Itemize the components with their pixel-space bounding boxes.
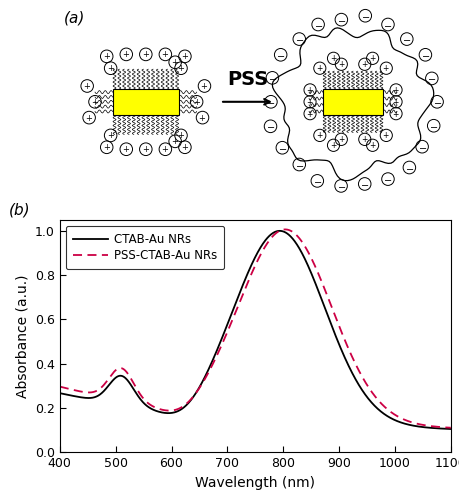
Text: $+$: $+$ xyxy=(392,97,399,107)
Text: $+$: $+$ xyxy=(360,134,368,144)
Text: $+$: $+$ xyxy=(382,130,389,140)
Text: $+$: $+$ xyxy=(180,51,189,61)
Text: $+$: $+$ xyxy=(315,130,323,140)
Text: $-$: $-$ xyxy=(417,142,426,152)
Text: $-$: $-$ xyxy=(336,14,345,25)
CTAB-Au NRs xyxy=(325,315,331,321)
CTAB-Au NRs xyxy=(57,390,62,396)
Text: $+$: $+$ xyxy=(141,49,150,59)
Text: $-$: $-$ xyxy=(265,121,274,131)
CTAB-Au NRs xyxy=(369,400,374,406)
Text: $+$: $+$ xyxy=(122,144,130,154)
Text: $+$: $+$ xyxy=(161,49,169,59)
Text: $+$: $+$ xyxy=(102,51,111,61)
Text: $+$: $+$ xyxy=(177,130,185,140)
Text: $-$: $-$ xyxy=(275,50,285,60)
Text: $+$: $+$ xyxy=(171,136,179,146)
Text: $-$: $-$ xyxy=(294,34,303,44)
Text: $+$: $+$ xyxy=(85,113,93,123)
Text: $+$: $+$ xyxy=(83,81,91,91)
PSS-CTAB-Au NRs xyxy=(229,318,234,324)
PSS-CTAB-Au NRs xyxy=(447,425,453,431)
PSS-CTAB-Au NRs xyxy=(57,384,62,390)
Text: (a): (a) xyxy=(63,11,85,26)
Text: $+$: $+$ xyxy=(102,142,111,152)
CTAB-Au NRs xyxy=(215,345,220,351)
Line: CTAB-Au NRs: CTAB-Au NRs xyxy=(60,231,450,429)
CTAB-Au NRs xyxy=(447,426,453,432)
Text: $+$: $+$ xyxy=(141,144,150,154)
Text: $+$: $+$ xyxy=(329,53,336,63)
Text: $-$: $-$ xyxy=(267,73,276,83)
PSS-CTAB-Au NRs xyxy=(97,386,102,392)
Text: $+$: $+$ xyxy=(382,63,389,73)
Text: $-$: $-$ xyxy=(294,160,303,169)
Text: $+$: $+$ xyxy=(198,113,206,123)
Text: $-$: $-$ xyxy=(404,163,413,172)
Text: $+$: $+$ xyxy=(180,142,189,152)
Bar xyxy=(322,89,382,115)
Text: $+$: $+$ xyxy=(200,81,208,91)
Text: $-$: $-$ xyxy=(336,181,345,191)
Text: $+$: $+$ xyxy=(306,97,313,107)
CTAB-Au NRs xyxy=(97,392,102,398)
Text: $+$: $+$ xyxy=(337,134,344,144)
Text: PSS: PSS xyxy=(226,70,268,89)
Text: $+$: $+$ xyxy=(192,97,200,107)
Text: $+$: $+$ xyxy=(368,140,375,150)
CTAB-Au NRs xyxy=(229,310,234,316)
Text: (b): (b) xyxy=(9,202,31,218)
Text: $-$: $-$ xyxy=(266,97,275,107)
Text: $+$: $+$ xyxy=(392,85,399,95)
Text: $+$: $+$ xyxy=(106,130,114,140)
Text: $+$: $+$ xyxy=(392,109,399,119)
Text: $-$: $-$ xyxy=(360,11,369,21)
Text: $+$: $+$ xyxy=(306,85,313,95)
Text: $-$: $-$ xyxy=(420,50,429,60)
Bar xyxy=(112,89,179,115)
CTAB-Au NRs xyxy=(276,228,282,234)
Text: $-$: $-$ xyxy=(359,179,369,189)
Text: $+$: $+$ xyxy=(368,53,375,63)
Text: $+$: $+$ xyxy=(337,59,344,69)
Text: $-$: $-$ xyxy=(382,19,392,29)
PSS-CTAB-Au NRs xyxy=(282,227,287,233)
Text: $-$: $-$ xyxy=(382,174,392,184)
Text: $-$: $-$ xyxy=(426,74,436,83)
Text: $-$: $-$ xyxy=(431,97,441,107)
Text: $-$: $-$ xyxy=(401,34,410,44)
X-axis label: Wavelength (nm): Wavelength (nm) xyxy=(195,476,314,490)
PSS-CTAB-Au NRs xyxy=(369,390,374,396)
Text: $-$: $-$ xyxy=(313,19,322,29)
Text: $-$: $-$ xyxy=(277,143,286,153)
Text: $+$: $+$ xyxy=(91,97,99,107)
Text: $-$: $-$ xyxy=(428,121,437,131)
Text: $+$: $+$ xyxy=(306,109,313,119)
PSS-CTAB-Au NRs xyxy=(362,379,367,385)
Text: $+$: $+$ xyxy=(177,63,185,73)
Text: $+$: $+$ xyxy=(106,63,114,73)
Text: $+$: $+$ xyxy=(329,140,336,150)
Text: $-$: $-$ xyxy=(312,176,321,186)
Text: $+$: $+$ xyxy=(315,63,323,73)
Text: $+$: $+$ xyxy=(161,144,169,154)
CTAB-Au NRs xyxy=(362,392,367,398)
Y-axis label: Absorbance (a.u.): Absorbance (a.u.) xyxy=(15,274,29,398)
Text: $+$: $+$ xyxy=(360,59,368,69)
Text: $+$: $+$ xyxy=(171,57,179,67)
PSS-CTAB-Au NRs xyxy=(325,296,331,302)
Legend: CTAB-Au NRs, PSS-CTAB-Au NRs: CTAB-Au NRs, PSS-CTAB-Au NRs xyxy=(66,226,224,269)
Line: PSS-CTAB-Au NRs: PSS-CTAB-Au NRs xyxy=(60,230,450,428)
PSS-CTAB-Au NRs xyxy=(215,350,220,356)
Text: $+$: $+$ xyxy=(122,49,130,59)
